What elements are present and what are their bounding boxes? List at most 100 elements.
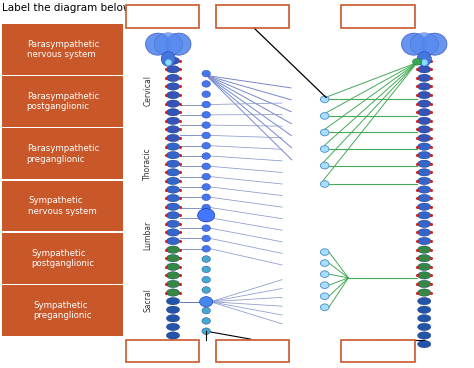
Ellipse shape	[418, 332, 431, 339]
Ellipse shape	[418, 126, 431, 133]
Ellipse shape	[166, 117, 180, 124]
Ellipse shape	[418, 289, 431, 296]
Circle shape	[202, 173, 210, 180]
Circle shape	[202, 245, 210, 252]
Text: Sympathetic
nervous system: Sympathetic nervous system	[28, 197, 97, 216]
Ellipse shape	[166, 169, 180, 176]
Circle shape	[202, 287, 210, 293]
Circle shape	[202, 194, 210, 201]
Ellipse shape	[410, 33, 438, 56]
Ellipse shape	[166, 109, 180, 116]
Ellipse shape	[154, 33, 182, 56]
Circle shape	[320, 260, 329, 266]
Ellipse shape	[166, 255, 180, 262]
FancyBboxPatch shape	[2, 128, 123, 179]
Ellipse shape	[418, 177, 431, 185]
Circle shape	[320, 96, 329, 103]
Ellipse shape	[166, 160, 180, 167]
Text: Sacral: Sacral	[144, 288, 152, 312]
Circle shape	[320, 162, 329, 169]
FancyBboxPatch shape	[2, 285, 123, 336]
Ellipse shape	[418, 143, 431, 150]
Circle shape	[320, 113, 329, 119]
Circle shape	[202, 112, 210, 118]
FancyBboxPatch shape	[341, 5, 415, 28]
Circle shape	[202, 70, 210, 77]
Ellipse shape	[166, 315, 180, 322]
Ellipse shape	[418, 255, 431, 262]
FancyBboxPatch shape	[2, 76, 123, 127]
Circle shape	[202, 297, 210, 304]
Ellipse shape	[166, 177, 180, 185]
Ellipse shape	[418, 194, 431, 202]
Ellipse shape	[166, 229, 180, 236]
Circle shape	[198, 209, 215, 222]
Circle shape	[202, 215, 210, 221]
Ellipse shape	[166, 100, 180, 107]
Ellipse shape	[166, 83, 180, 90]
Ellipse shape	[418, 237, 431, 245]
Ellipse shape	[418, 220, 431, 227]
Ellipse shape	[166, 297, 180, 305]
Circle shape	[320, 249, 329, 255]
Text: Parasympathetic
postganglionic: Parasympathetic postganglionic	[27, 92, 99, 111]
Text: Label the diagram below.: Label the diagram below.	[2, 3, 134, 13]
Ellipse shape	[166, 152, 180, 159]
Ellipse shape	[166, 332, 180, 339]
Circle shape	[202, 235, 210, 242]
FancyBboxPatch shape	[126, 340, 199, 362]
Ellipse shape	[418, 91, 431, 99]
Ellipse shape	[418, 83, 431, 90]
Ellipse shape	[418, 306, 431, 314]
Text: Cervical: Cervical	[144, 75, 152, 106]
Text: Lumbar: Lumbar	[144, 221, 152, 250]
FancyBboxPatch shape	[2, 233, 123, 284]
Ellipse shape	[166, 340, 180, 348]
Text: Sympathetic
postganglionic: Sympathetic postganglionic	[31, 249, 94, 268]
Ellipse shape	[418, 203, 431, 210]
Ellipse shape	[166, 263, 180, 270]
Ellipse shape	[418, 57, 431, 64]
Ellipse shape	[418, 229, 431, 236]
Circle shape	[202, 122, 210, 128]
Ellipse shape	[422, 33, 447, 55]
Circle shape	[202, 307, 210, 314]
Circle shape	[320, 129, 329, 136]
Ellipse shape	[418, 117, 431, 124]
Ellipse shape	[166, 203, 180, 210]
FancyBboxPatch shape	[2, 24, 123, 75]
Ellipse shape	[166, 323, 180, 330]
Circle shape	[202, 142, 210, 149]
Ellipse shape	[146, 33, 170, 55]
Text: Parasympathetic
nervous system: Parasympathetic nervous system	[27, 40, 99, 59]
Circle shape	[202, 163, 210, 170]
Text: Sympathetic
preganglionic: Sympathetic preganglionic	[34, 301, 92, 320]
Ellipse shape	[166, 134, 180, 142]
Circle shape	[320, 181, 329, 187]
Circle shape	[202, 318, 210, 324]
Ellipse shape	[417, 52, 431, 66]
Ellipse shape	[166, 57, 180, 64]
Ellipse shape	[166, 220, 180, 227]
Ellipse shape	[401, 33, 426, 55]
Ellipse shape	[418, 186, 431, 193]
Ellipse shape	[161, 52, 175, 66]
Circle shape	[320, 271, 329, 277]
Circle shape	[200, 297, 213, 307]
FancyBboxPatch shape	[216, 5, 289, 28]
Ellipse shape	[418, 315, 431, 322]
Circle shape	[320, 282, 329, 289]
Ellipse shape	[166, 212, 180, 219]
Ellipse shape	[418, 272, 431, 279]
Circle shape	[202, 184, 210, 190]
Circle shape	[202, 132, 210, 139]
FancyBboxPatch shape	[2, 181, 123, 231]
Circle shape	[202, 256, 210, 262]
Ellipse shape	[166, 272, 180, 279]
Circle shape	[202, 91, 210, 98]
Ellipse shape	[166, 280, 180, 288]
Circle shape	[202, 81, 210, 87]
Ellipse shape	[166, 289, 180, 296]
Ellipse shape	[418, 212, 431, 219]
Ellipse shape	[418, 152, 431, 159]
